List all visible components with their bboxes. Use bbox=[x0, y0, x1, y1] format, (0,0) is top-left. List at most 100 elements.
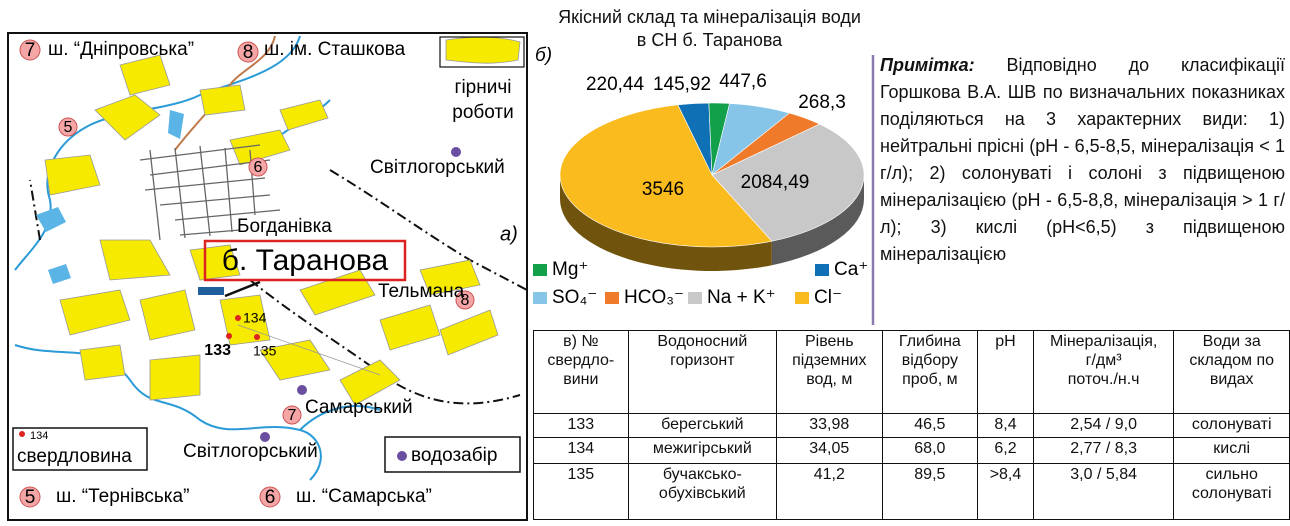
mining-legend-box bbox=[439, 36, 525, 68]
data-label: 2084,49 bbox=[741, 172, 810, 193]
cell: 134 bbox=[533, 437, 629, 464]
legend-label: Ca⁺ bbox=[834, 259, 868, 280]
cell: 34,05 bbox=[775, 437, 883, 464]
well-label: 133 bbox=[204, 342, 231, 359]
cell: 2,77 / 8,3 bbox=[1032, 437, 1175, 464]
cell: 41,2 bbox=[775, 463, 883, 520]
mine-name: ш. “Дніпровська” bbox=[48, 39, 194, 60]
header-cell: Води за складом по видах bbox=[1173, 330, 1290, 414]
data-label: 3546 bbox=[642, 179, 684, 200]
mine-number: 5 bbox=[25, 487, 36, 508]
header-line: вод, м bbox=[806, 371, 853, 388]
mine-marker: 5 bbox=[64, 119, 73, 136]
header-line: відбору bbox=[901, 352, 958, 369]
header-line: вини bbox=[563, 371, 599, 388]
mine-circles bbox=[19, 39, 475, 508]
mine-number: 8 bbox=[243, 42, 254, 63]
cell: 133 bbox=[533, 413, 629, 438]
cell: межигірський bbox=[627, 437, 777, 464]
legend-label: HCO₃⁻ bbox=[624, 287, 684, 308]
legend-label: Na + K⁺ bbox=[707, 287, 776, 308]
legend-swatch bbox=[795, 292, 809, 304]
legend-label: SO₄⁻ bbox=[552, 287, 597, 308]
pie-slice bbox=[559, 104, 773, 248]
cell: солонуваті bbox=[1173, 413, 1290, 438]
legend-swatch bbox=[688, 292, 702, 304]
well-label: 135 bbox=[253, 343, 277, 359]
place-name: Світлогорський bbox=[370, 157, 505, 178]
legend-text: 134 bbox=[30, 430, 48, 442]
slice-side bbox=[771, 175, 864, 266]
pie-slice bbox=[711, 123, 865, 242]
cell: 68,0 bbox=[881, 437, 979, 464]
intake-dots bbox=[260, 147, 461, 461]
table-row: 134 межигірський 34,05 68,0 6,2 2,77 / 8,3 кис… bbox=[533, 437, 1290, 464]
cell: 135 bbox=[533, 463, 629, 520]
profile-line bbox=[237, 324, 381, 376]
cell: берегський bbox=[627, 413, 777, 438]
table: в) № свердло-вини Водоносний горизонт Рівень… bbox=[533, 330, 1290, 520]
header-line: складом по bbox=[1189, 352, 1275, 369]
panel-label: б) bbox=[535, 45, 552, 66]
data-label: 220,44 bbox=[586, 74, 645, 95]
header-cell: в) № свердло-вини bbox=[533, 330, 629, 414]
header-cell: Рівень підземних вод, м bbox=[775, 330, 883, 414]
town bbox=[139, 144, 281, 241]
intake-legend-box bbox=[384, 436, 521, 473]
header-line: Мінералізація, bbox=[1049, 333, 1158, 350]
header-line: Води за bbox=[1202, 333, 1261, 350]
header-line: г/дм³ bbox=[1085, 352, 1122, 369]
header-line: горизонт bbox=[670, 352, 735, 369]
legend-swatch bbox=[533, 264, 547, 276]
header-line: видах bbox=[1209, 371, 1254, 388]
legend-text: свердловина bbox=[17, 446, 132, 467]
legend-swatch bbox=[533, 292, 547, 304]
cell: бучаксько-обухівський bbox=[627, 463, 777, 520]
header-line: Водоносний bbox=[657, 333, 748, 350]
well-label: 134 bbox=[243, 310, 267, 326]
mine-name: ш. ім. Сташкова bbox=[264, 39, 406, 60]
mine-marker: 8 bbox=[461, 292, 470, 309]
header-line: pH bbox=[995, 333, 1016, 350]
road bbox=[174, 35, 276, 151]
legend-label: Cl⁻ bbox=[814, 287, 842, 308]
mine-name: ш. “Самарська” bbox=[296, 486, 432, 507]
header-line: свердло- bbox=[547, 352, 615, 369]
header-cell: pH bbox=[977, 330, 1034, 414]
mine-number: 6 bbox=[265, 487, 276, 508]
mine-number: 7 bbox=[25, 40, 36, 61]
cell: 3,0 / 5,84 bbox=[1032, 463, 1175, 520]
data-label: 447,6 bbox=[719, 71, 767, 92]
cell: сильно солонуваті bbox=[1173, 463, 1290, 520]
legend-text: водозабір bbox=[411, 445, 497, 466]
place-name: Тельмана bbox=[378, 281, 465, 302]
place-name: Богданівка bbox=[237, 216, 332, 237]
cell: кислі bbox=[1173, 437, 1290, 464]
legend-swatch bbox=[815, 264, 829, 276]
header-cell: Глибина відбору проб, м bbox=[881, 330, 979, 414]
chart-title: Якісний склад та мінералізація води в СН… bbox=[558, 7, 861, 50]
header-row: в) № свердло-вини Водоносний горизонт Рівень… bbox=[533, 330, 1290, 414]
header-cell: Мінералізація, г/дм³ поточ./н.ч bbox=[1032, 330, 1175, 414]
place-name: Самарський bbox=[305, 397, 413, 418]
data-label: 145,92 bbox=[653, 74, 711, 95]
site-marker bbox=[198, 287, 224, 295]
note: Примітка: Відповідно до класифікації Гор… bbox=[880, 52, 1285, 268]
cell: >8,4 bbox=[977, 463, 1034, 520]
panel-label: а) bbox=[500, 223, 518, 245]
site-name: б. Таранова bbox=[222, 244, 389, 277]
header-line: підземних bbox=[792, 352, 867, 369]
site-box bbox=[203, 239, 407, 282]
cell: 46,5 bbox=[881, 413, 979, 438]
map-frame bbox=[7, 32, 528, 521]
mine-name: ш. “Тернівська” bbox=[56, 486, 189, 507]
table-row: 133 берегський 33,98 46,5 8,4 2,54 / 9,0 солон… bbox=[533, 413, 1290, 438]
cell: 2,54 / 9,0 bbox=[1032, 413, 1175, 438]
legend-swatch bbox=[605, 292, 619, 304]
boundary bbox=[29, 169, 528, 405]
note-text: Відповідно до класифікації Горшкова В.А.… bbox=[880, 55, 1285, 264]
note-label: Примітка: bbox=[880, 55, 975, 75]
legend-label: Mg⁺ bbox=[552, 259, 588, 280]
